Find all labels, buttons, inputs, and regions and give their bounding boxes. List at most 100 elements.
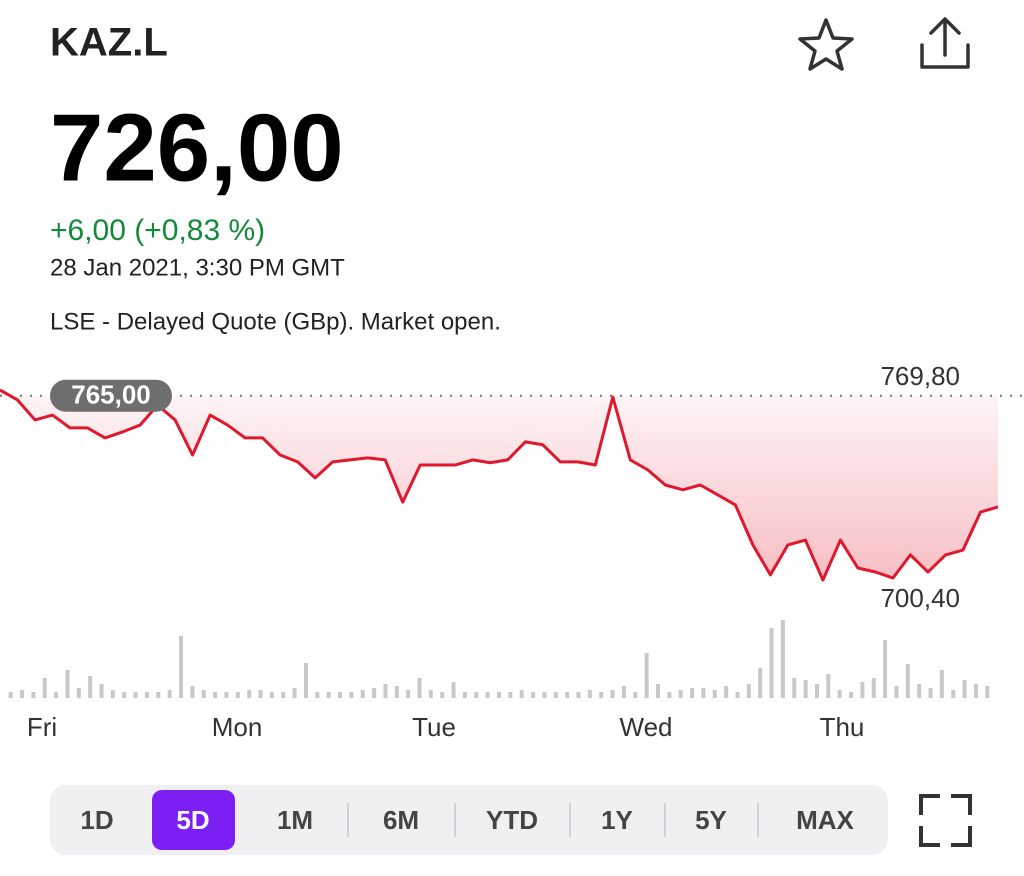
change: +6,00 (+0,83 %) [50,214,265,247]
volume-bar [315,692,320,698]
volume-bar [769,628,774,698]
volume-bar [814,684,819,698]
volume-bar [122,692,127,698]
volume-bar [758,668,763,698]
volume-bar [621,686,626,698]
price: 726,00 [50,94,344,201]
volume-bar [599,692,604,698]
volume-bar [690,688,695,698]
range-button[interactable]: MAX [796,805,854,835]
volume-bar [156,692,161,698]
volume-bar [247,690,252,698]
volume-bar [667,692,672,698]
range-button[interactable]: 5Y [695,805,727,835]
volume-bar [508,692,513,698]
high-label: 769,80 [880,361,960,391]
volume-bar [587,690,592,698]
volume-bar [678,690,683,698]
volume-bar [292,688,297,698]
volume-bar [917,684,922,698]
range-buttons: 1D 5D 1M 6M YTD 1Y 5Y MAX [80,790,855,850]
previous-close-label: 765,00 [71,380,151,410]
volume-bar [553,692,558,698]
low-label: 700,40 [880,583,960,613]
volume-bar [372,688,377,698]
range-button[interactable]: 5D [176,805,209,835]
volume-bar [746,684,751,698]
volume-bar [201,690,206,698]
volume-bar [985,686,990,698]
x-axis-label: Fri [27,712,57,742]
x-axis-label: Mon [212,712,263,742]
fullscreen-button[interactable] [919,794,972,847]
volume-bar [610,690,615,698]
volume-bar [928,688,933,698]
x-axis-label: Wed [620,712,673,742]
volume-bar [338,692,343,698]
volume-bar [735,692,740,698]
quote-source: LSE - Delayed Quote (GBp). Market open. [50,308,501,335]
range-selected [152,790,235,850]
range-button[interactable]: 1Y [601,805,633,835]
volume-bar [20,690,25,698]
price-line [0,388,999,582]
volume-bar [144,692,149,698]
volume-bar [701,688,706,698]
volume-bar [428,690,433,698]
volume-bar [167,690,172,698]
volume-bar [792,678,797,698]
volume-bar [542,692,547,698]
volume-bar [849,692,854,698]
range-button[interactable]: 1M [277,805,313,835]
volume-bar [42,678,47,698]
volume-bar [451,682,456,698]
volume-bar [644,653,649,698]
range-button[interactable]: YTD [486,805,538,835]
volume-bar [65,670,70,698]
volume-bar [269,692,274,698]
volume-bar [519,690,524,698]
volume-bar [383,684,388,698]
volume-bar [406,690,411,698]
favorite-button[interactable] [798,18,854,71]
volume-bar [973,684,978,698]
volume-bar [497,692,501,698]
volume-bar [54,692,59,698]
volume-bar [860,682,865,698]
x-axis-label: Thu [820,712,865,742]
volume-bar [133,692,138,698]
volume-bar [951,690,956,698]
volume-bar [235,692,240,698]
volume-bar [179,636,184,698]
range-button[interactable]: 6M [383,805,419,835]
volume-bar [894,686,899,698]
volume-bar [485,692,490,698]
previous-close-pill [50,379,172,412]
volume-bar [8,692,13,698]
volume-bar [531,692,536,698]
volume-bar [213,692,218,698]
volume-bar [962,680,967,698]
volume-bar [826,674,831,698]
share-button[interactable] [920,17,970,69]
volume-bar [417,678,422,698]
volume-bar [871,678,876,698]
x-axis-label: Tue [412,712,456,742]
volume-bar [780,620,785,698]
volume-bar [939,670,944,698]
volume-bar [349,692,354,698]
volume-bar [565,692,570,698]
symbol: KAZ.L [50,21,168,65]
volume-bar [258,690,263,698]
range-button[interactable]: 1D [80,805,113,835]
volume-bar [633,692,638,698]
volume-bar [576,692,581,698]
volume-bar [883,640,888,698]
volume-bar [110,690,115,698]
volume-bar [712,690,717,698]
volume-bar [190,686,195,698]
volume-bar [905,664,910,698]
volume-bar [224,692,229,698]
